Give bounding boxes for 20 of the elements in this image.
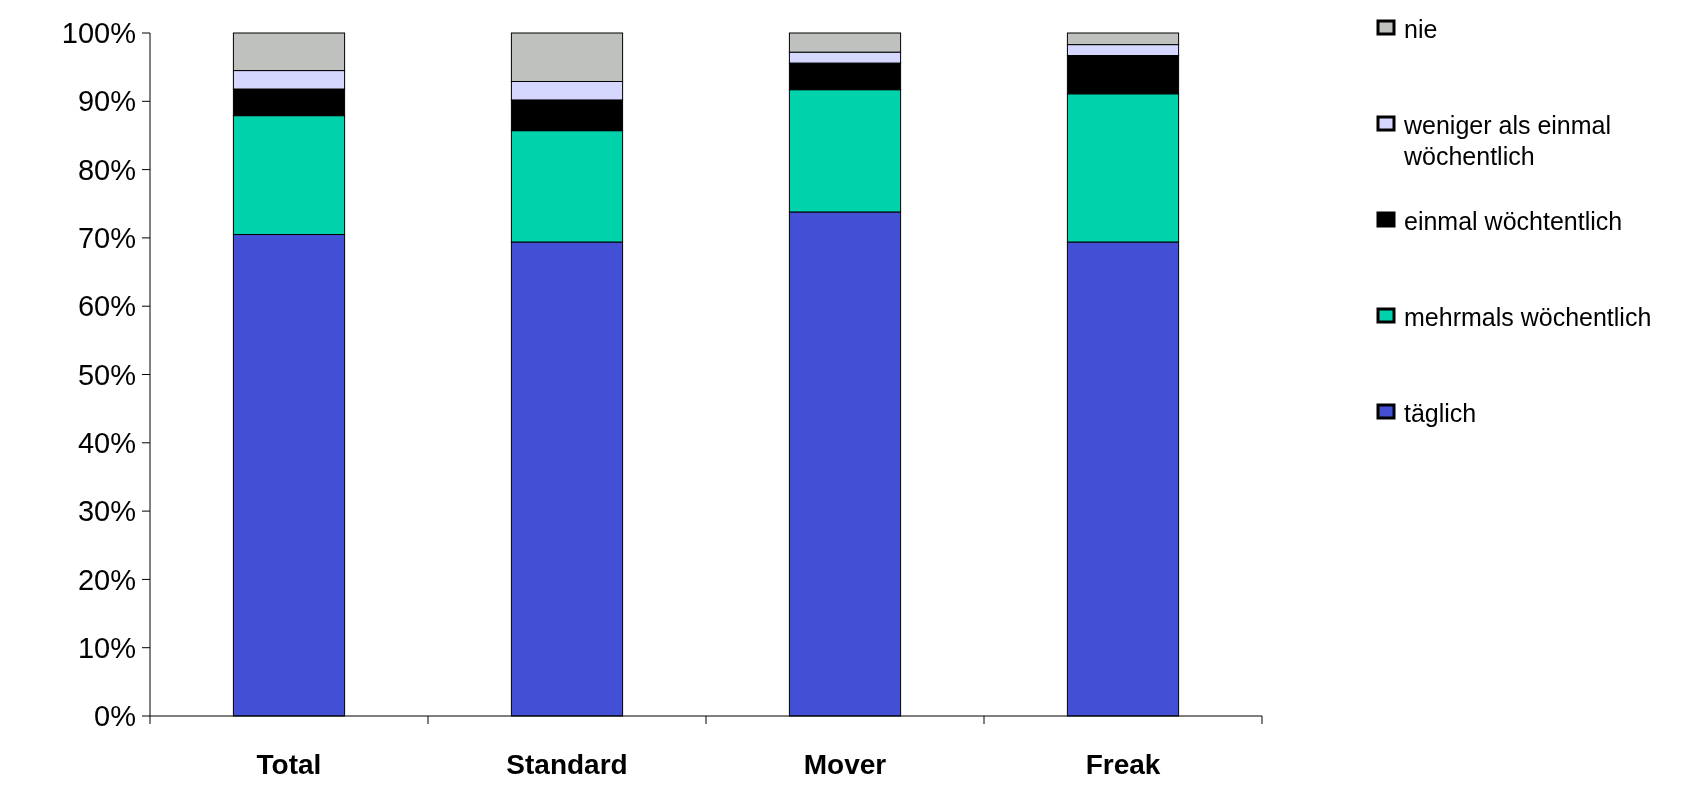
x-tick-label: Standard: [506, 749, 628, 780]
y-tick-label: 80%: [77, 153, 136, 186]
y-tick-label: 20%: [77, 563, 136, 596]
x-tick-label: Freak: [1085, 749, 1161, 780]
legend-label: weniger als einmal wöchentlich: [1403, 110, 1612, 170]
y-tick-label: 50%: [77, 358, 136, 391]
y-tick-label: 10%: [77, 631, 136, 664]
y-tick-label: 30%: [77, 495, 136, 528]
x-tick-label: Mover: [803, 749, 887, 780]
x-tick-label: Total: [256, 749, 322, 780]
y-tick-label: 90%: [77, 85, 136, 118]
y-tick-label: 60%: [77, 290, 136, 323]
legend-label: mehrmals wöchentlich: [1404, 302, 1652, 331]
y-tick-label: 70%: [77, 222, 136, 255]
y-tick-label: 0%: [94, 700, 136, 733]
legend-label: einmal wöchtentlich: [1404, 206, 1623, 235]
legend-label: nie: [1404, 14, 1438, 43]
legend-label: täglich: [1404, 398, 1477, 427]
y-tick-label: 40%: [77, 426, 136, 459]
y-tick-label: 100%: [61, 17, 136, 50]
